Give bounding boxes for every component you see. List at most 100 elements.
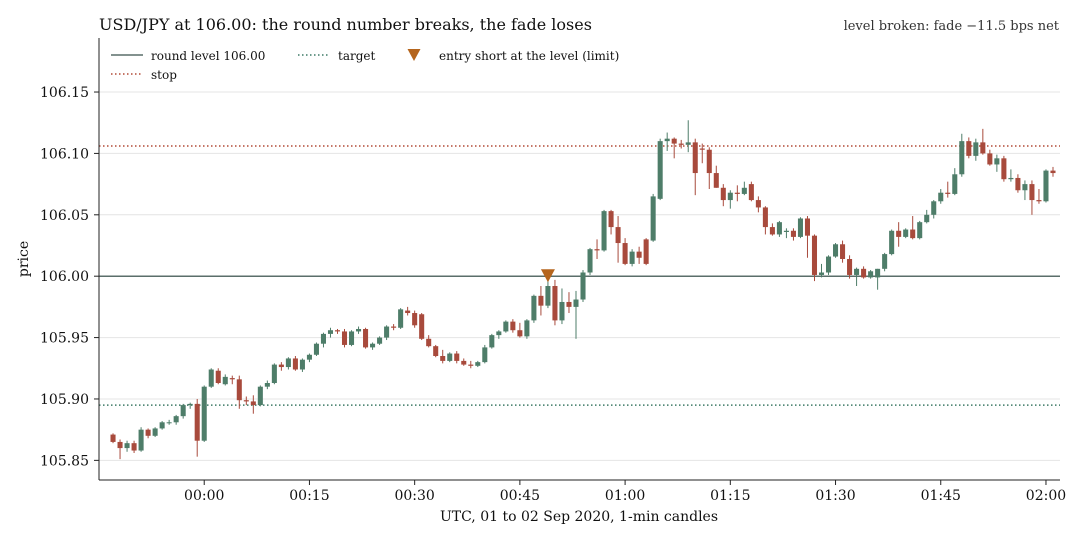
candle-body	[587, 249, 593, 273]
candle-body	[833, 244, 839, 257]
candle-body	[412, 313, 418, 326]
level-lines	[99, 145, 1060, 406]
candle-body	[257, 386, 263, 406]
candle-body	[840, 244, 846, 259]
candle-body	[152, 428, 158, 436]
candle-body	[187, 403, 193, 406]
candle-body	[875, 268, 881, 278]
x-tick-label: 01:45	[921, 488, 961, 504]
candle-body	[1029, 184, 1035, 201]
entry-markers	[540, 269, 555, 283]
candle-body	[180, 405, 186, 417]
candle-body	[531, 295, 537, 321]
candle-body	[559, 301, 565, 321]
candle-body	[601, 211, 607, 251]
legend-entry-marker	[407, 49, 421, 61]
candle-body	[482, 347, 488, 363]
candle-body	[363, 328, 369, 348]
legend: round level 106.00 stop target entry sho…	[111, 49, 619, 82]
candle-body	[734, 192, 740, 194]
candle-body	[320, 333, 326, 344]
x-tick-label: 00:30	[394, 488, 434, 504]
candle-body	[790, 230, 796, 237]
candle-body	[419, 314, 425, 339]
y-axis-label: price	[16, 241, 32, 277]
candle-body	[524, 320, 530, 337]
x-tick-label: 00:00	[184, 488, 224, 504]
candle-body	[278, 364, 284, 368]
y-axis-ticks: 105.85 105.90 105.95 106.00 106.05 106.10 106.…	[40, 85, 99, 469]
x-tick-label: 01:30	[815, 488, 855, 504]
candle-body	[117, 441, 123, 449]
candle-body	[426, 338, 432, 347]
candle-body	[194, 403, 200, 441]
candle-body	[727, 192, 733, 201]
legend-label-entry: entry short at the level (limit)	[439, 49, 619, 63]
candle-body	[496, 331, 502, 336]
candle-body	[370, 343, 376, 348]
candle-body	[1015, 177, 1021, 191]
candle-body	[145, 429, 151, 436]
y-tick-label: 106.15	[40, 85, 89, 101]
candle-body	[882, 254, 888, 269]
candle-body	[741, 187, 747, 194]
candle-body	[650, 196, 656, 241]
candle-body	[699, 148, 705, 150]
candle-body	[356, 328, 362, 332]
candle-body	[566, 301, 572, 307]
candle-body	[1001, 158, 1007, 180]
candle-body	[222, 376, 228, 385]
candle-body	[903, 229, 909, 237]
x-tick-label: 01:15	[710, 488, 750, 504]
candle-body	[447, 353, 453, 361]
candle-body	[783, 230, 789, 232]
candle-body	[917, 222, 923, 239]
candle-body	[706, 149, 712, 174]
candle-body	[755, 200, 761, 208]
candle-body	[124, 443, 130, 449]
candle-body	[938, 192, 944, 202]
candle-body	[959, 141, 965, 175]
candle-body	[636, 251, 642, 258]
chart-subtitle: level broken: fade −11.5 bps net	[844, 19, 1060, 34]
candle-body	[461, 360, 467, 365]
y-tick-label: 105.85	[40, 453, 89, 469]
candle-body	[440, 355, 446, 361]
candle-body	[847, 259, 853, 275]
candle-body	[861, 268, 867, 278]
candle-body	[229, 378, 235, 380]
candle-body	[622, 243, 628, 264]
candle-body	[173, 416, 179, 423]
candle-body	[236, 379, 242, 401]
y-tick-label: 105.95	[40, 331, 89, 347]
candle-body	[1050, 170, 1056, 174]
candle-body	[1036, 200, 1042, 202]
y-tick-label: 105.90	[40, 392, 89, 408]
candle-body	[327, 330, 334, 334]
candle-body	[215, 370, 221, 384]
candle-body	[664, 138, 670, 142]
candle-body	[804, 218, 810, 236]
candle-body	[489, 335, 495, 348]
candle-body	[1008, 177, 1014, 180]
candle-body	[748, 184, 754, 201]
legend-label-stop: stop	[151, 68, 177, 82]
candles	[110, 120, 1056, 460]
candle-body	[685, 142, 691, 145]
candle-body	[285, 358, 291, 368]
candle-body	[1043, 170, 1049, 202]
candle-body	[573, 299, 579, 307]
candle-body	[1022, 184, 1028, 191]
candle-body	[776, 222, 782, 235]
candle-body	[454, 353, 460, 361]
candle-body	[825, 256, 832, 273]
candle-body	[299, 359, 305, 370]
candle-body	[980, 142, 986, 154]
candle-body	[292, 358, 298, 370]
candle-body	[264, 383, 270, 387]
candle-body	[405, 310, 411, 314]
candle-body	[594, 249, 600, 251]
candle-body	[580, 272, 586, 300]
chart-title: USD/JPY at 106.00: the round number brea…	[99, 15, 592, 34]
